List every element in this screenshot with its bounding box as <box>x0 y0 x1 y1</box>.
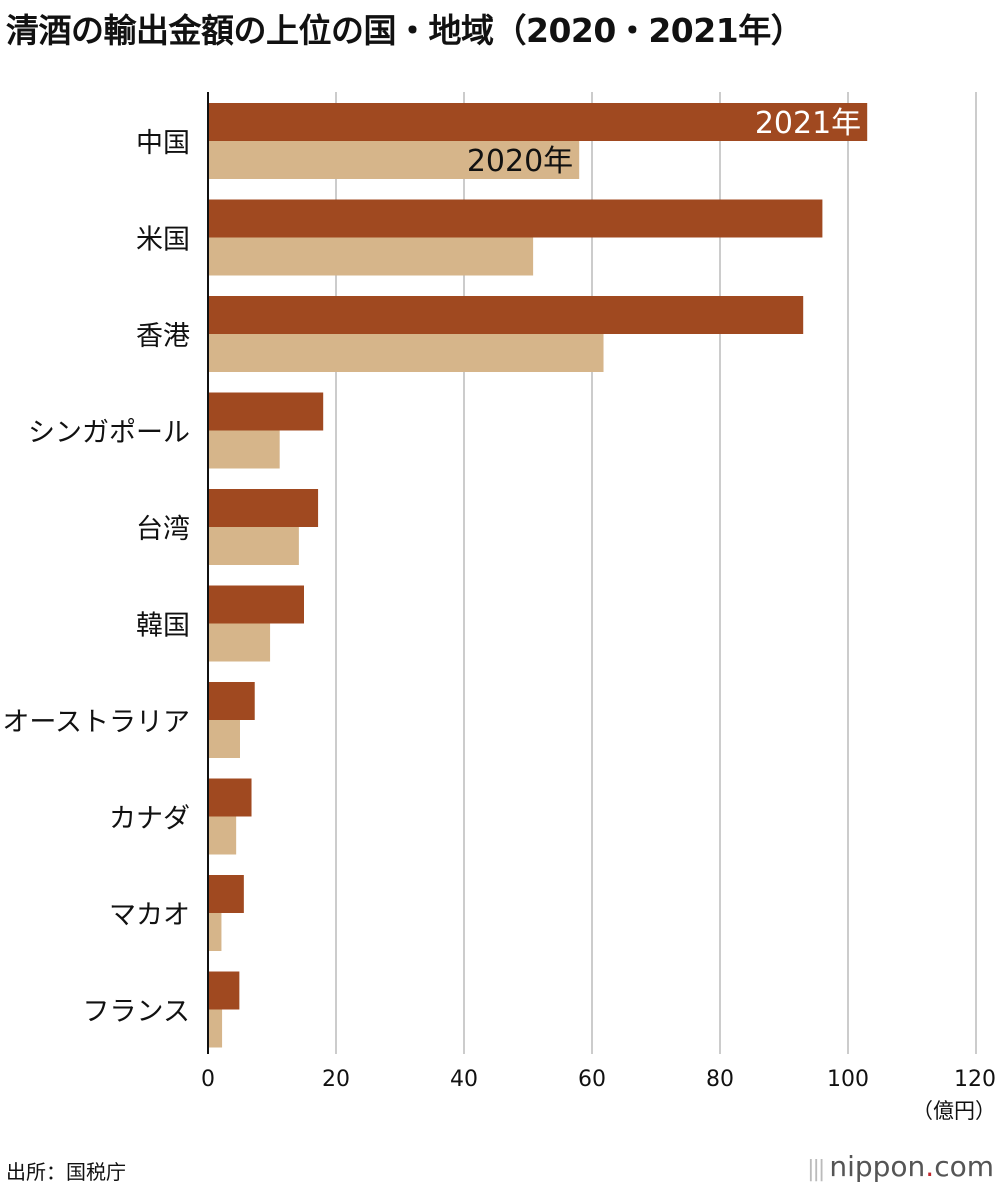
bar-2021 <box>208 392 324 431</box>
bar-2020 <box>208 913 222 951</box>
bar-2021 <box>208 971 240 1010</box>
category-label: カナダ <box>109 804 190 835</box>
bar-2021 <box>208 875 244 913</box>
category-label: マカオ <box>109 900 190 931</box>
bar-2020 <box>208 527 299 565</box>
source-note: 出所：国税庁 <box>6 1160 126 1184</box>
bar-2021 <box>208 199 823 238</box>
series-label-2021: 2021年 <box>755 106 861 141</box>
category-label: フランス <box>83 997 190 1028</box>
x-tick-label: 40 <box>450 1067 478 1092</box>
bar-2021 <box>208 778 252 817</box>
bar-2020 <box>208 237 534 276</box>
category-label: 米国 <box>136 225 190 256</box>
brand-tld: com <box>934 1150 994 1183</box>
brand-logo: ||| nippon.com <box>807 1150 994 1183</box>
bar-2020 <box>208 1009 223 1048</box>
brand-dot: . <box>925 1150 935 1183</box>
bar-2020 <box>208 430 280 469</box>
x-tick-label: 0 <box>201 1067 215 1092</box>
bar-2020 <box>208 334 604 372</box>
category-label: 台湾 <box>136 514 190 545</box>
x-axis-unit-label: （億円） <box>912 1099 996 1123</box>
category-label: シンガポール <box>28 418 190 449</box>
bar-chart: 2021年 2020年 中国米国香港シンガポール台湾韓国オーストラリアカナダマカオ… <box>2 92 996 1123</box>
x-tick-label: 80 <box>706 1067 734 1092</box>
bar-2020 <box>208 141 580 179</box>
category-label: オーストラリア <box>2 707 190 738</box>
chart-title: 清酒の輸出金額の上位の国・地域（2020・2021年） <box>6 11 804 50</box>
bar-2020 <box>208 623 271 662</box>
bar-2021 <box>208 585 304 624</box>
brand-bars-icon: ||| <box>807 1157 825 1182</box>
brand-name: nippon <box>829 1150 926 1183</box>
x-axis-ticks: 0 20 40 60 80 100 120 <box>201 1067 996 1092</box>
series-label-2020: 2020年 <box>467 144 573 179</box>
category-label: 韓国 <box>136 611 190 642</box>
bar-2020 <box>208 720 240 758</box>
category-label: 香港 <box>136 321 190 352</box>
bar-2021 <box>208 682 255 720</box>
x-tick-label: 20 <box>322 1067 350 1092</box>
x-tick-label: 120 <box>954 1067 996 1092</box>
bar-2021 <box>208 296 804 334</box>
bars: 2021年 2020年 <box>208 103 868 1048</box>
bar-2021 <box>208 489 319 527</box>
bar-2021 <box>208 103 868 141</box>
category-label: 中国 <box>136 128 190 159</box>
x-tick-label: 60 <box>578 1067 606 1092</box>
bar-2020 <box>208 816 237 855</box>
x-tick-label: 100 <box>827 1067 869 1092</box>
